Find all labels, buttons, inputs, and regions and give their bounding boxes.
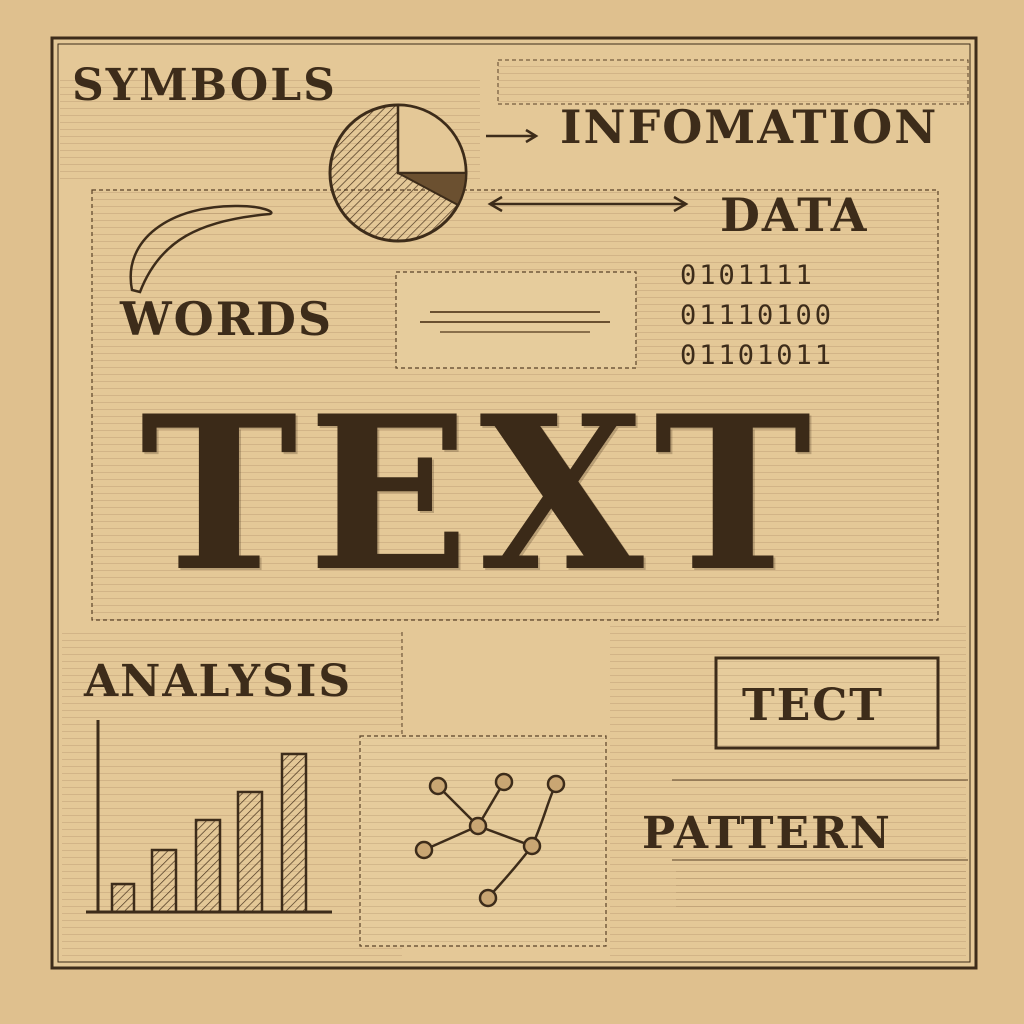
main-title: TEXT (140, 369, 822, 618)
hatch-area-pattern (676, 866, 966, 912)
dashed-panel-words (395, 271, 637, 369)
arrow-right-icon (486, 128, 539, 144)
inner-frame (57, 43, 971, 963)
analysis-label: ANALYSIS (84, 656, 353, 707)
pattern-label: PATTERN (642, 808, 892, 859)
bar-chart-icon (86, 720, 332, 914)
words-label: WORDS (120, 292, 334, 346)
double-arrow-icon (487, 195, 689, 213)
tect-box-hatch (718, 660, 936, 746)
hatch-area-network (362, 738, 604, 944)
symbols-label: SYMBOLS (72, 60, 337, 111)
tect-label: TECT (742, 680, 885, 731)
dashed-panel-main (91, 189, 939, 621)
hatch-area-main (92, 190, 938, 620)
hatch-area-top-right (498, 60, 968, 104)
binary-row: 01101011 (680, 340, 835, 371)
pie-chart-icon (328, 103, 468, 243)
binary-row: 01110100 (680, 300, 835, 331)
binary-row: 0101111 (680, 260, 815, 291)
information-label: INFOMATION (560, 100, 939, 154)
brush-swoosh-icon (129, 204, 273, 294)
data-label: DATA (720, 188, 869, 242)
network-graph-icon (414, 772, 566, 908)
